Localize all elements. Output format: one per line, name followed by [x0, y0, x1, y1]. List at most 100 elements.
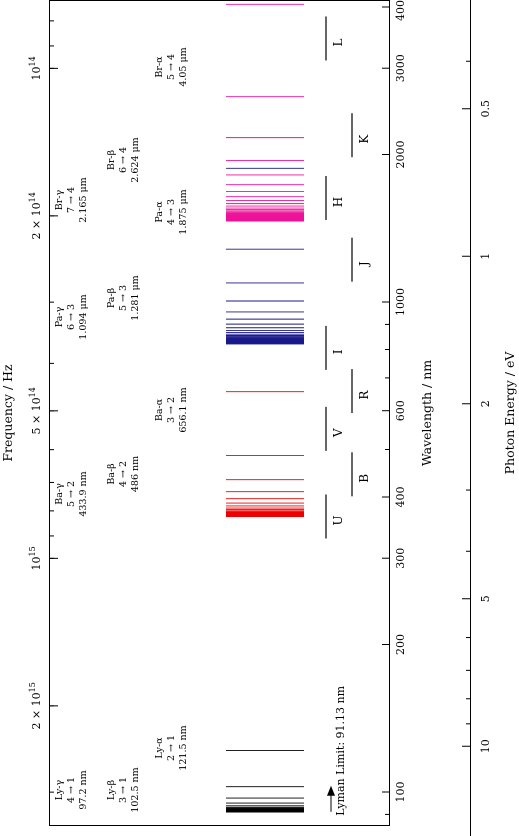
frequency-tick-label: 2 × 1015 [28, 682, 43, 729]
energy-tick-label: 1 [479, 253, 492, 260]
brackett-label-1: Br-β 6 → 4 2.624 μm [106, 137, 141, 182]
band-label-K: K [357, 134, 371, 144]
frequency-tick-exponent: 15 [28, 546, 37, 556]
balmer-label-2: Ba-γ 5 → 2 433.9 nm [54, 471, 89, 516]
line-label-name: Br-α [154, 56, 165, 78]
frequency-tick-label: 5 × 1014 [28, 387, 43, 434]
line-label-transition: 5 → 2 [66, 481, 77, 507]
paschen-label-2: Pa-γ 6 → 3 1.094 μm [54, 294, 89, 339]
line-label-wavelength: 121.5 nm [178, 725, 189, 770]
line-label-name: Ba-β [106, 463, 117, 485]
frequency-tick-exponent: 14 [28, 387, 37, 397]
photometric-bands: UBVRIJHKLM [325, 16, 371, 539]
line-label-transition: 4 → 3 [166, 199, 177, 225]
wavelength-tick-label: 2000 [394, 140, 407, 168]
lyman-label-1: Ly-β 3 → 1 102.5 nm [106, 767, 141, 812]
frequency-tick-base: 2 × 10 [30, 692, 43, 729]
wavelength-axis: 100 200 300 400 600 1000 2000 3000 4000 [382, 0, 407, 815]
line-label-name: Ly-β [106, 779, 117, 800]
band-label-I: I [331, 349, 345, 354]
frame [49, 0, 471, 836]
line-label-wavelength: 486 nm [130, 456, 141, 492]
lyman-label-2: Ly-γ 4 → 1 97.2 nm [54, 770, 89, 809]
energy-tick-label: 2 [479, 400, 492, 407]
band-label-U: U [331, 515, 345, 525]
energy-axis: 0.5 1 2 5 10 [462, 60, 492, 753]
line-label-name: Pa-β [106, 287, 117, 308]
balmer-label-1: Ba-β 4 → 2 486 nm [106, 456, 141, 492]
line-label-transition: 3 → 2 [166, 397, 177, 423]
band-label-R: R [357, 390, 371, 400]
band-label-H: H [331, 197, 345, 207]
line-label-name: Ly-α [154, 737, 165, 759]
line-label-name: Pa-γ [54, 306, 65, 327]
frequency-tick-base: 10 [30, 66, 43, 80]
lyman-limit-label: Lyman Limit: 91.13 nm [334, 685, 347, 815]
wavelength-tick-label: 600 [394, 400, 407, 421]
line-label-wavelength: 2.165 μm [78, 177, 89, 222]
energy-tick-label: 10 [479, 739, 492, 753]
frequency-axis-title: Frequency / Hz [0, 364, 15, 462]
lyman-label-0: Ly-α 2 → 1 121.5 nm [154, 725, 189, 770]
band-label-V: V [331, 428, 345, 438]
brackett-label-2: Br-γ 7 → 4 2.165 μm [54, 177, 89, 222]
wavelength-tick-label: 200 [394, 634, 407, 655]
wavelength-axis-title: Wavelength / nm [419, 360, 434, 466]
wavelength-tick-label: 3000 [394, 54, 407, 82]
energy-tick-label: 0.5 [479, 100, 492, 118]
energy-axis-title: Photon Energy / eV [502, 351, 517, 475]
wavelength-tick-label: 400 [394, 486, 407, 507]
line-label-wavelength: 1.281 μm [130, 275, 141, 320]
line-label-transition: 7 → 4 [66, 187, 77, 213]
balmer-label-0: Ba-α 3 → 2 656.1 nm [154, 387, 189, 432]
frequency-tick-label: 1014 [28, 56, 43, 80]
plot-border [49, 0, 390, 826]
line-label-transition: 5 → 3 [118, 285, 129, 311]
lyman-limit-arrow-head [327, 785, 335, 796]
band-label-B: B [357, 474, 371, 483]
spectral-lines [226, 3, 304, 813]
wavelength-tick-label: 100 [394, 782, 407, 803]
line-label-wavelength: 4.05 μm [178, 47, 189, 86]
wavelength-tick-label: 4000 [394, 0, 407, 21]
line-label-wavelength: 2.624 μm [130, 137, 141, 182]
frequency-tick-label: 1015 [28, 546, 43, 570]
frequency-tick-base: 2 × 10 [30, 202, 43, 239]
line-label-name: Br-γ [54, 189, 65, 210]
line-label-name: Ly-γ [54, 779, 65, 800]
line-label-transition: 6 → 4 [118, 147, 129, 173]
paschen-label-1: Pa-β 5 → 3 1.281 μm [106, 275, 141, 320]
line-label-name: Ba-γ [54, 483, 65, 505]
line-label-wavelength: 656.1 nm [178, 387, 189, 432]
energy-tick-label: 5 [479, 595, 492, 602]
line-label-transition: 5 → 4 [166, 54, 177, 80]
band-label-L: L [331, 38, 345, 46]
line-label-name: Ba-α [154, 398, 165, 421]
line-label-wavelength: 102.5 nm [130, 767, 141, 812]
paschen-label-0: Pa-α 4 → 3 1.875 μm [154, 189, 189, 234]
band-label-J: J [357, 261, 371, 268]
line-label-name: Br-β [106, 149, 117, 170]
line-label-transition: 3 → 1 [118, 777, 129, 803]
line-label-transition: 6 → 3 [66, 304, 77, 330]
line-label-wavelength: 1.094 μm [78, 294, 89, 339]
frequency-tick-exponent: 14 [28, 56, 37, 66]
line-label-transition: 2 → 1 [166, 735, 177, 761]
frequency-tick-exponent: 15 [28, 682, 37, 692]
line-label-transition: 4 → 2 [118, 461, 129, 487]
frequency-tick-exponent: 14 [28, 192, 37, 202]
line-label-transition: 4 → 1 [66, 777, 77, 803]
wavelength-tick-label: 1000 [394, 288, 407, 316]
line-label-name: Pa-α [154, 201, 165, 223]
wavelength-tick-label: 300 [394, 548, 407, 569]
frequency-tick-label: 2 × 1014 [28, 192, 43, 239]
line-label-wavelength: 97.2 nm [78, 770, 89, 809]
brackett-label-0: Br-α 5 → 4 4.05 μm [154, 47, 189, 86]
line-label-wavelength: 433.9 nm [78, 471, 89, 516]
frequency-tick-base: 5 × 10 [30, 397, 43, 434]
frequency-tick-base: 10 [30, 556, 43, 570]
lyman-limit: Lyman Limit: 91.13 nm [327, 685, 347, 816]
